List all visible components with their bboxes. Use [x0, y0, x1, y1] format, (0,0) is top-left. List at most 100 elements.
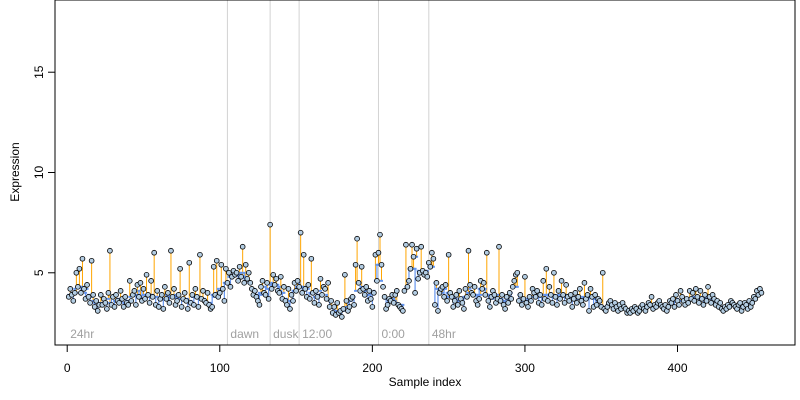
data-point	[474, 302, 481, 308]
data-point	[403, 241, 409, 248]
data-point	[236, 263, 243, 270]
data-point	[351, 302, 357, 308]
phase-label: 48hr	[432, 327, 456, 341]
data-point	[241, 280, 247, 286]
data-point	[677, 288, 684, 294]
data-point	[271, 282, 278, 288]
data-point	[189, 292, 196, 298]
data-point	[368, 296, 374, 302]
data-point	[213, 257, 220, 264]
data-point	[496, 243, 502, 250]
data-point	[540, 278, 547, 284]
data-point	[259, 278, 266, 284]
data-point	[717, 300, 724, 306]
data-point	[572, 290, 579, 296]
data-point	[546, 284, 553, 290]
data-point	[258, 284, 264, 290]
data-point	[708, 300, 714, 306]
data-point	[575, 294, 582, 300]
data-point	[220, 286, 226, 292]
data-point	[339, 314, 345, 320]
data-point	[322, 286, 328, 292]
data-point	[689, 290, 696, 296]
data-point	[73, 269, 80, 276]
data-point	[355, 280, 362, 286]
data-point	[479, 286, 486, 292]
data-point	[175, 292, 182, 298]
data-point	[427, 263, 434, 270]
data-point	[471, 284, 478, 290]
data-point	[450, 304, 457, 310]
data-point	[159, 292, 165, 298]
data-point	[433, 280, 440, 286]
data-point	[503, 294, 510, 300]
data-point	[79, 255, 86, 262]
data-point	[281, 284, 287, 290]
data-point	[233, 269, 240, 276]
data-point	[532, 294, 539, 300]
data-point	[245, 269, 252, 276]
data-point	[506, 290, 513, 296]
point-layer	[65, 221, 765, 320]
data-point	[270, 271, 276, 278]
data-point	[195, 304, 202, 310]
data-point	[393, 288, 400, 294]
data-point	[648, 294, 655, 300]
data-point	[145, 292, 151, 298]
data-point	[702, 292, 708, 298]
data-point	[726, 304, 733, 310]
data-point	[137, 280, 144, 286]
data-point	[509, 284, 516, 290]
data-point	[300, 251, 307, 258]
data-point	[569, 304, 576, 310]
data-point	[703, 298, 710, 304]
data-point	[400, 308, 406, 314]
data-point	[361, 292, 368, 298]
data-point	[191, 302, 197, 308]
data-point	[516, 298, 522, 304]
data-point	[247, 280, 254, 286]
data-point	[239, 243, 246, 250]
y-tick-label: 5	[32, 269, 46, 276]
data-point	[288, 292, 295, 298]
data-point	[470, 292, 476, 298]
data-point	[511, 278, 518, 284]
data-point	[375, 249, 382, 256]
phase-label: dawn	[230, 327, 259, 341]
data-point	[146, 300, 153, 306]
data-point	[380, 284, 386, 290]
data-point	[455, 302, 461, 308]
x-tick-label: 100	[210, 361, 230, 375]
data-point	[519, 302, 525, 308]
data-point	[290, 298, 296, 304]
data-point	[749, 300, 756, 306]
data-point	[267, 221, 273, 228]
data-point	[534, 288, 540, 294]
data-point	[378, 261, 385, 268]
data-point	[459, 300, 466, 306]
data-point	[694, 294, 701, 300]
data-point	[296, 284, 302, 290]
data-point	[435, 308, 441, 314]
data-point	[87, 300, 93, 306]
data-point	[314, 294, 321, 300]
data-point	[430, 255, 437, 262]
data-point	[343, 298, 350, 304]
data-point	[549, 300, 556, 306]
data-point	[390, 300, 397, 306]
data-point	[592, 292, 598, 298]
data-point	[366, 288, 373, 294]
data-point	[522, 274, 528, 280]
data-point	[85, 294, 92, 300]
data-point	[122, 294, 128, 300]
data-point	[557, 296, 563, 302]
data-point	[116, 300, 122, 306]
data-point	[308, 255, 315, 262]
data-point	[342, 271, 348, 278]
data-point	[415, 276, 421, 282]
data-point	[525, 304, 531, 310]
data-point	[140, 286, 147, 292]
data-point	[685, 300, 691, 306]
data-point	[586, 308, 592, 314]
data-point	[186, 259, 193, 266]
